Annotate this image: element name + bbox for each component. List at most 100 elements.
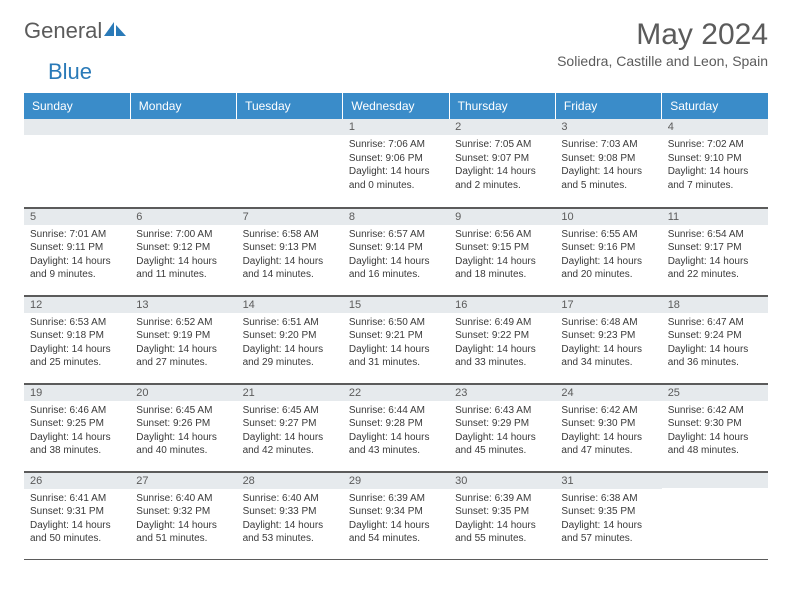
sunset-text: Sunset: 9:14 PM	[349, 241, 443, 255]
day-detail: Sunrise: 7:02 AMSunset: 9:10 PMDaylight:…	[662, 135, 768, 196]
sunset-text: Sunset: 9:21 PM	[349, 329, 443, 343]
sunrise-text: Sunrise: 6:52 AM	[136, 316, 230, 330]
day-number	[24, 119, 130, 135]
day-cell	[24, 119, 130, 207]
daylight-text: Daylight: 14 hours and 51 minutes.	[136, 519, 230, 546]
day-number: 21	[237, 384, 343, 401]
sunrise-text: Sunrise: 6:39 AM	[349, 492, 443, 506]
day-cell: 31Sunrise: 6:38 AMSunset: 9:35 PMDayligh…	[555, 471, 661, 559]
daylight-text: Daylight: 14 hours and 42 minutes.	[243, 431, 337, 458]
day-detail: Sunrise: 6:40 AMSunset: 9:32 PMDaylight:…	[130, 489, 236, 550]
day-cell: 23Sunrise: 6:43 AMSunset: 9:29 PMDayligh…	[449, 383, 555, 471]
sunset-text: Sunset: 9:20 PM	[243, 329, 337, 343]
day-detail: Sunrise: 6:38 AMSunset: 9:35 PMDaylight:…	[555, 489, 661, 550]
day-number: 11	[662, 208, 768, 225]
day-number: 16	[449, 296, 555, 313]
daylight-text: Daylight: 14 hours and 55 minutes.	[455, 519, 549, 546]
day-cell: 24Sunrise: 6:42 AMSunset: 9:30 PMDayligh…	[555, 383, 661, 471]
calendar-table: Sunday Monday Tuesday Wednesday Thursday…	[24, 93, 768, 560]
day-cell: 27Sunrise: 6:40 AMSunset: 9:32 PMDayligh…	[130, 471, 236, 559]
sunrise-text: Sunrise: 6:42 AM	[561, 404, 655, 418]
day-number: 4	[662, 119, 768, 135]
weekday-header-row: Sunday Monday Tuesday Wednesday Thursday…	[24, 93, 768, 119]
weekday-header: Wednesday	[343, 93, 449, 119]
day-detail: Sunrise: 6:39 AMSunset: 9:34 PMDaylight:…	[343, 489, 449, 550]
day-number: 13	[130, 296, 236, 313]
sunrise-text: Sunrise: 6:46 AM	[30, 404, 124, 418]
sunrise-text: Sunrise: 6:51 AM	[243, 316, 337, 330]
sunrise-text: Sunrise: 7:00 AM	[136, 228, 230, 242]
day-number: 7	[237, 208, 343, 225]
day-number: 19	[24, 384, 130, 401]
sunset-text: Sunset: 9:30 PM	[668, 417, 762, 431]
sunset-text: Sunset: 9:24 PM	[668, 329, 762, 343]
sunset-text: Sunset: 9:30 PM	[561, 417, 655, 431]
daylight-text: Daylight: 14 hours and 33 minutes.	[455, 343, 549, 370]
sunrise-text: Sunrise: 6:53 AM	[30, 316, 124, 330]
daylight-text: Daylight: 14 hours and 25 minutes.	[30, 343, 124, 370]
daylight-text: Daylight: 14 hours and 54 minutes.	[349, 519, 443, 546]
daylight-text: Daylight: 14 hours and 29 minutes.	[243, 343, 337, 370]
daylight-text: Daylight: 14 hours and 7 minutes.	[668, 165, 762, 192]
day-number: 9	[449, 208, 555, 225]
sunrise-text: Sunrise: 6:55 AM	[561, 228, 655, 242]
day-detail: Sunrise: 6:44 AMSunset: 9:28 PMDaylight:…	[343, 401, 449, 462]
daylight-text: Daylight: 14 hours and 34 minutes.	[561, 343, 655, 370]
day-number: 6	[130, 208, 236, 225]
day-number: 25	[662, 384, 768, 401]
day-cell: 1Sunrise: 7:06 AMSunset: 9:06 PMDaylight…	[343, 119, 449, 207]
week-row: 19Sunrise: 6:46 AMSunset: 9:25 PMDayligh…	[24, 383, 768, 471]
day-number: 5	[24, 208, 130, 225]
daylight-text: Daylight: 14 hours and 11 minutes.	[136, 255, 230, 282]
day-detail: Sunrise: 6:57 AMSunset: 9:14 PMDaylight:…	[343, 225, 449, 286]
daylight-text: Daylight: 14 hours and 40 minutes.	[136, 431, 230, 458]
day-cell: 26Sunrise: 6:41 AMSunset: 9:31 PMDayligh…	[24, 471, 130, 559]
day-cell: 19Sunrise: 6:46 AMSunset: 9:25 PMDayligh…	[24, 383, 130, 471]
day-detail: Sunrise: 6:39 AMSunset: 9:35 PMDaylight:…	[449, 489, 555, 550]
week-row: 1Sunrise: 7:06 AMSunset: 9:06 PMDaylight…	[24, 119, 768, 207]
daylight-text: Daylight: 14 hours and 38 minutes.	[30, 431, 124, 458]
day-cell: 12Sunrise: 6:53 AMSunset: 9:18 PMDayligh…	[24, 295, 130, 383]
sunset-text: Sunset: 9:13 PM	[243, 241, 337, 255]
day-cell: 25Sunrise: 6:42 AMSunset: 9:30 PMDayligh…	[662, 383, 768, 471]
sunrise-text: Sunrise: 6:44 AM	[349, 404, 443, 418]
day-cell: 20Sunrise: 6:45 AMSunset: 9:26 PMDayligh…	[130, 383, 236, 471]
sunset-text: Sunset: 9:07 PM	[455, 152, 549, 166]
day-number: 22	[343, 384, 449, 401]
day-cell: 29Sunrise: 6:39 AMSunset: 9:34 PMDayligh…	[343, 471, 449, 559]
daylight-text: Daylight: 14 hours and 53 minutes.	[243, 519, 337, 546]
sunset-text: Sunset: 9:35 PM	[561, 505, 655, 519]
day-cell: 3Sunrise: 7:03 AMSunset: 9:08 PMDaylight…	[555, 119, 661, 207]
sunrise-text: Sunrise: 6:49 AM	[455, 316, 549, 330]
weekday-header: Saturday	[662, 93, 768, 119]
sunrise-text: Sunrise: 6:56 AM	[455, 228, 549, 242]
day-detail: Sunrise: 7:00 AMSunset: 9:12 PMDaylight:…	[130, 225, 236, 286]
sunrise-text: Sunrise: 7:02 AM	[668, 138, 762, 152]
day-cell: 14Sunrise: 6:51 AMSunset: 9:20 PMDayligh…	[237, 295, 343, 383]
day-cell: 9Sunrise: 6:56 AMSunset: 9:15 PMDaylight…	[449, 207, 555, 295]
daylight-text: Daylight: 14 hours and 0 minutes.	[349, 165, 443, 192]
daylight-text: Daylight: 14 hours and 20 minutes.	[561, 255, 655, 282]
day-cell: 17Sunrise: 6:48 AMSunset: 9:23 PMDayligh…	[555, 295, 661, 383]
day-number	[130, 119, 236, 135]
sunset-text: Sunset: 9:27 PM	[243, 417, 337, 431]
day-detail: Sunrise: 6:49 AMSunset: 9:22 PMDaylight:…	[449, 313, 555, 374]
weekday-header: Monday	[130, 93, 236, 119]
day-cell	[130, 119, 236, 207]
day-number: 15	[343, 296, 449, 313]
day-detail: Sunrise: 6:42 AMSunset: 9:30 PMDaylight:…	[662, 401, 768, 462]
sunset-text: Sunset: 9:17 PM	[668, 241, 762, 255]
calendar-body: 1Sunrise: 7:06 AMSunset: 9:06 PMDaylight…	[24, 119, 768, 559]
title-block: May 2024 Soliedra, Castille and Leon, Sp…	[557, 18, 768, 69]
sunrise-text: Sunrise: 6:45 AM	[243, 404, 337, 418]
sunrise-text: Sunrise: 7:05 AM	[455, 138, 549, 152]
sunrise-text: Sunrise: 6:57 AM	[349, 228, 443, 242]
daylight-text: Daylight: 14 hours and 57 minutes.	[561, 519, 655, 546]
sunrise-text: Sunrise: 6:39 AM	[455, 492, 549, 506]
day-number: 29	[343, 472, 449, 489]
day-cell: 10Sunrise: 6:55 AMSunset: 9:16 PMDayligh…	[555, 207, 661, 295]
day-cell: 2Sunrise: 7:05 AMSunset: 9:07 PMDaylight…	[449, 119, 555, 207]
brand-name-1: General	[24, 18, 102, 44]
sunset-text: Sunset: 9:10 PM	[668, 152, 762, 166]
day-number: 20	[130, 384, 236, 401]
